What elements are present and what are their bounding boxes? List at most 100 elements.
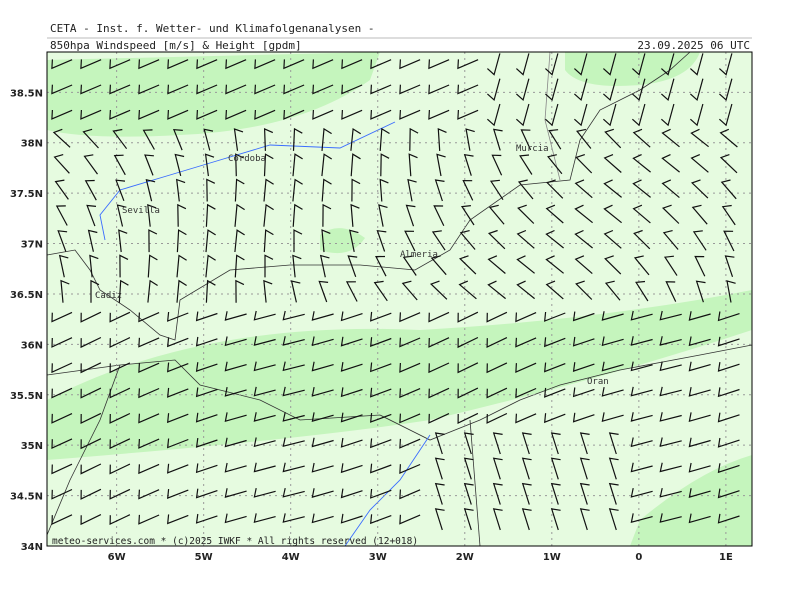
wind-barb [253, 386, 276, 397]
wind-barb [491, 154, 503, 176]
wind-barb [113, 154, 126, 176]
wind-barb [428, 413, 450, 424]
wind-barb [311, 488, 334, 498]
wind-barb [630, 361, 653, 372]
wind-barb [55, 205, 68, 226]
wind-barb [80, 438, 102, 450]
axis-labels: 6W 5W 4W 3W 2W 1W 0 1E 34N 34.5N 35N 35.5N 36N 36.5N 3… [10, 88, 733, 563]
wind-barb [457, 336, 479, 349]
y-tick-label: 36.5N [10, 290, 43, 301]
wind-barb [282, 336, 305, 346]
wind-barb [544, 53, 559, 76]
wind-barb [253, 513, 276, 524]
wind-barb [118, 229, 128, 253]
wind-barb [688, 462, 711, 473]
wind-barb [486, 362, 508, 374]
wind-barb [370, 438, 392, 449]
wind-barb [579, 432, 590, 455]
wind-barb [147, 204, 157, 227]
wind-barb [58, 254, 69, 278]
wind-barb [119, 254, 129, 278]
wind-barb [51, 362, 73, 374]
wind-barb [516, 255, 535, 274]
wind-barb [224, 488, 247, 498]
wind-barb [457, 311, 479, 323]
city-label: Oran [587, 377, 609, 387]
wind-barb [345, 281, 358, 302]
wind-barb [225, 59, 247, 70]
wind-barb [89, 254, 99, 278]
wind-barb [717, 513, 740, 524]
wind-barb [196, 84, 218, 95]
wind-barb [373, 280, 388, 302]
wind-barb [688, 386, 711, 397]
wind-barb [726, 280, 736, 303]
wind-barb [688, 361, 711, 372]
wind-barb [224, 437, 247, 448]
wind-barb [51, 59, 73, 70]
wind-barb [195, 362, 218, 372]
river [99, 121, 396, 241]
wind-barb [138, 387, 160, 399]
wind-barb [460, 205, 475, 226]
wind-barb [632, 204, 651, 224]
wind-barb [174, 153, 185, 177]
wind-barb [176, 254, 187, 278]
wind-barb [148, 229, 158, 253]
wind-barb [292, 178, 303, 202]
wind-barb [723, 230, 735, 252]
wind-barb [486, 337, 508, 348]
wind-barb [718, 103, 733, 127]
graticule [47, 52, 752, 547]
wind-barb [399, 84, 421, 95]
wind-barb [167, 489, 189, 500]
wind-barb [109, 463, 131, 475]
wind-barb [689, 103, 704, 127]
wind-barb [428, 59, 450, 70]
wind-barb [548, 129, 562, 150]
wind-barb [544, 311, 566, 322]
wind-barb [282, 513, 305, 523]
wind-barb [515, 413, 537, 424]
wind-barb [82, 128, 99, 149]
wind-barb [517, 179, 534, 200]
wind-barb [83, 154, 98, 175]
wind-barb [515, 312, 537, 323]
wind-barb [399, 489, 421, 500]
wind-barb [195, 412, 218, 423]
wind-barb [167, 109, 189, 120]
wind-barb [463, 482, 474, 505]
wind-barb [408, 153, 418, 177]
wind-barb [603, 204, 622, 224]
wind-barb [112, 128, 128, 150]
wind-barb [602, 78, 617, 101]
wind-barb [633, 229, 651, 250]
wind-barb [662, 230, 679, 250]
wind-barb [659, 361, 682, 372]
wind-barb [51, 463, 73, 475]
wind-barb [51, 84, 73, 95]
coast [46, 344, 753, 441]
coast [46, 51, 691, 341]
wind-barb [632, 179, 651, 198]
wind-barb [659, 513, 682, 523]
wind-barb [663, 255, 678, 276]
wind-barb [109, 59, 131, 70]
band [47, 52, 380, 137]
wind-barb [545, 255, 564, 274]
wind-barb [224, 412, 247, 423]
wind-barb [172, 129, 183, 151]
wind-barb [463, 457, 474, 480]
wind-barb [601, 386, 624, 397]
wind-barb [630, 513, 653, 524]
wind-barb [688, 513, 711, 524]
x-tick-label: 5W [195, 552, 213, 563]
wind-barb [80, 362, 102, 374]
x-tick-label: 0 [635, 552, 642, 563]
wind-barb [574, 255, 593, 275]
wind-barb [430, 255, 447, 276]
wind-barb [311, 462, 334, 473]
wind-barb [109, 488, 131, 500]
wind-barb [492, 457, 503, 480]
wind-barb [463, 153, 474, 176]
